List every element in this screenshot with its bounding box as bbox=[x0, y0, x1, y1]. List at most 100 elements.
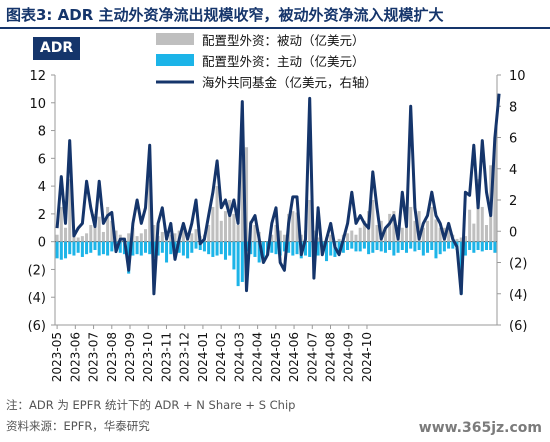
x-tick-label: 2023-12 bbox=[178, 332, 192, 382]
active-bar bbox=[451, 241, 455, 249]
active-bar bbox=[362, 241, 366, 249]
report-header: 图表3: ADR 主动外资净流出规模收窄，被动外资净流入规模扩大 bbox=[0, 0, 550, 29]
active-bar bbox=[426, 241, 430, 253]
active-bar bbox=[139, 241, 143, 256]
x-tick-label: 2024-09 bbox=[342, 332, 356, 382]
passive-bar bbox=[346, 233, 350, 242]
active-bar bbox=[148, 241, 152, 255]
passive-bar bbox=[97, 216, 101, 242]
passive-bar bbox=[101, 231, 105, 242]
x-tick-label: 2023-08 bbox=[105, 332, 119, 382]
left-tick-label: 10 bbox=[29, 97, 46, 112]
active-bar bbox=[249, 241, 253, 255]
active-bar bbox=[110, 241, 114, 252]
x-tick-label: 2023-05 bbox=[50, 332, 64, 382]
overseas-fund-line bbox=[55, 93, 501, 296]
active-bar bbox=[337, 241, 341, 255]
active-bar bbox=[240, 241, 244, 282]
active-bar bbox=[417, 241, 421, 250]
x-tick-label: 2024-08 bbox=[324, 332, 338, 382]
active-bar bbox=[173, 241, 177, 250]
passive-bar bbox=[240, 123, 244, 242]
active-bar bbox=[404, 241, 409, 253]
left-tick-label: 2 bbox=[38, 208, 46, 223]
passive-bar bbox=[493, 137, 497, 242]
x-tick-label: 2023-11 bbox=[159, 332, 173, 382]
active-bar bbox=[101, 241, 105, 255]
active-bar bbox=[236, 241, 240, 287]
active-bar bbox=[257, 241, 261, 263]
active-bar bbox=[295, 241, 299, 255]
x-tick-label: 2023-06 bbox=[68, 332, 82, 382]
passive-bar bbox=[404, 216, 409, 242]
active-bar bbox=[484, 241, 488, 250]
passive-bar bbox=[59, 206, 63, 242]
passive-bar bbox=[148, 179, 152, 242]
passive-bar bbox=[55, 234, 59, 242]
passive-bar bbox=[232, 213, 236, 242]
active-bar bbox=[165, 241, 169, 263]
active-bar bbox=[282, 241, 286, 252]
passive-bar bbox=[316, 237, 320, 242]
adr-flow-chart: 12 10 8 6 4 2 0 (2) (4) (6) 10 8 6 4 2 0 (2) (4) (6) 2023-0… bbox=[28, 33, 527, 382]
passive-bar bbox=[211, 206, 215, 242]
active-bar bbox=[219, 241, 223, 255]
passive-bar bbox=[278, 230, 282, 242]
active-bar bbox=[350, 241, 354, 249]
passive-bar bbox=[358, 227, 362, 242]
passive-bar bbox=[438, 227, 442, 242]
active-bar bbox=[198, 241, 202, 250]
left-tick-label: 4 bbox=[38, 180, 46, 195]
passive-bar bbox=[383, 227, 387, 242]
x-tick-label: 2023-07 bbox=[87, 332, 101, 382]
passive-bar bbox=[350, 230, 354, 242]
passive-bar bbox=[253, 225, 257, 242]
passive-bar bbox=[110, 220, 114, 242]
active-bar bbox=[85, 241, 89, 255]
passive-bar bbox=[337, 238, 341, 242]
active-bar bbox=[261, 241, 265, 260]
active-bar bbox=[274, 241, 278, 255]
active-bar bbox=[379, 241, 383, 252]
passive-bar bbox=[228, 200, 232, 242]
active-bar bbox=[177, 241, 181, 253]
active-bar bbox=[228, 241, 232, 256]
active-bar bbox=[118, 241, 122, 253]
passive-bar bbox=[114, 230, 118, 242]
passive-bar bbox=[194, 229, 198, 242]
passive-bar bbox=[362, 220, 366, 242]
legend-swatch bbox=[156, 33, 194, 45]
active-bar bbox=[489, 241, 493, 250]
active-bar bbox=[59, 241, 63, 260]
active-bar bbox=[442, 241, 446, 252]
passive-bar bbox=[484, 225, 488, 242]
active-bar bbox=[55, 241, 59, 259]
passive-bar bbox=[291, 211, 295, 242]
passive-bar bbox=[80, 236, 84, 242]
active-bar bbox=[324, 241, 329, 262]
active-bar bbox=[354, 241, 358, 252]
active-bar bbox=[194, 241, 198, 249]
left-tick-label: 8 bbox=[38, 125, 46, 140]
active-bar bbox=[430, 241, 434, 250]
active-bar bbox=[463, 241, 467, 256]
active-bar bbox=[143, 241, 148, 253]
active-bar bbox=[253, 241, 257, 257]
x-tick-label: 2024-03 bbox=[232, 332, 246, 382]
active-bar bbox=[181, 241, 185, 256]
active-bar bbox=[72, 241, 76, 256]
passive-bar bbox=[434, 219, 438, 242]
active-bar bbox=[190, 241, 194, 253]
active-bar bbox=[388, 241, 392, 250]
passive-bar bbox=[476, 179, 480, 242]
x-tick-label: 2024-05 bbox=[269, 332, 283, 382]
active-bar bbox=[316, 241, 320, 256]
passive-bar bbox=[274, 225, 278, 242]
passive-bars bbox=[55, 123, 497, 249]
active-bar bbox=[392, 241, 396, 256]
active-bar bbox=[232, 241, 236, 270]
passive-bar bbox=[236, 225, 240, 242]
x-tick-label: 2024-02 bbox=[214, 332, 228, 382]
passive-bar bbox=[417, 211, 421, 242]
passive-bar bbox=[143, 229, 148, 242]
